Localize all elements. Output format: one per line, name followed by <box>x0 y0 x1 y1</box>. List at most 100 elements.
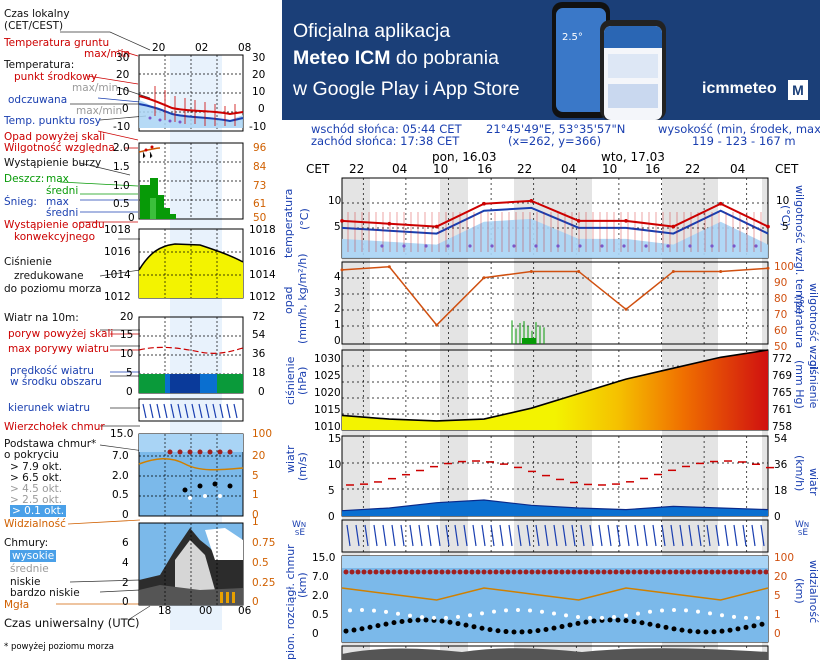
temp-point <box>672 225 676 229</box>
cloud-base-dot <box>344 629 349 634</box>
cloud-top-dot <box>536 570 541 575</box>
cloud-base-dot <box>664 625 669 630</box>
cloud-base-dot-white <box>660 609 664 613</box>
temp-tick: 5 <box>782 222 789 233</box>
temp-point <box>577 219 581 223</box>
cloud-top-dot <box>662 570 667 575</box>
cloud-top-dot <box>356 570 361 575</box>
legend-precip-tick-2: 1.5 <box>113 162 130 173</box>
legend-temp-rtick-1: 30 <box>252 53 265 64</box>
cloud-base-dot <box>416 618 421 623</box>
wind-dir-arrow <box>374 525 377 546</box>
cloud-base-dot-white <box>564 613 568 617</box>
cloud-base-dot <box>440 619 445 624</box>
cloud-top-dot <box>734 570 739 575</box>
cloud-top-dot <box>686 570 691 575</box>
banner-line3: w Google Play i App Store <box>293 78 520 101</box>
wind-right-label: wiatr <box>807 468 820 496</box>
cloud-top-dot <box>404 570 409 575</box>
legend-temp-tick-5: -10 <box>113 122 130 133</box>
cloud-top-dot <box>500 570 505 575</box>
wind-dir-arrow <box>743 525 746 546</box>
legend-hum-tick-1: 96 <box>253 143 266 154</box>
cloud-base-dot-white <box>396 612 400 616</box>
cloud-base-dot-white <box>480 611 484 615</box>
pressure-tick: 1020 <box>314 388 341 399</box>
legend-hum-tick-2: 84 <box>253 162 266 173</box>
cloud-base-dot <box>512 629 517 634</box>
cloud-bg-top <box>342 556 768 568</box>
wind-dir-arrow <box>635 525 638 546</box>
legend-pres-tick-2: 1016 <box>104 247 131 258</box>
cloud-base-dot <box>696 629 701 634</box>
cloud-base-dot-white <box>756 616 760 620</box>
legend-ccr-tick-5: 0 <box>252 597 259 608</box>
cloud-top-dot <box>728 570 733 575</box>
cloud-top-dot <box>392 570 397 575</box>
legend-dew-point: Temp. punktu rosy <box>4 115 101 127</box>
legend-cover-01: > 0.1 okt. <box>10 505 66 517</box>
legend-ccr-tick-1: 1 <box>252 517 259 528</box>
cloud-top-dot <box>656 570 661 575</box>
legend-pres-rtick-3: 1014 <box>249 270 276 281</box>
cloud-tick: 0 <box>312 629 319 640</box>
temp-tick-left: 5 <box>334 222 341 233</box>
cloud-base-dot-white <box>360 608 364 612</box>
legend-wind-rtick-1: 72 <box>252 312 265 323</box>
icmmeteo-logo: icmmeteo <box>702 80 777 98</box>
cloud-base-dot-white <box>444 616 448 620</box>
cloud-top-dot <box>428 570 433 575</box>
wind-tick: 10 <box>328 460 341 471</box>
cloud-top-dot <box>752 570 757 575</box>
legend-hum-tick-5: 50 <box>253 213 266 224</box>
wind-dir-arrow <box>617 525 620 546</box>
legend-temp-title: Temperatura: <box>4 59 74 71</box>
cloud-top-dot <box>422 570 427 575</box>
cloud-top-dot <box>458 570 463 575</box>
cloud-top-dot <box>488 570 493 575</box>
cloud-base-dot <box>544 627 549 632</box>
legend-precip-occurrence2: konwekcyjnego <box>14 231 95 243</box>
dew-point <box>600 244 603 247</box>
cloud-top-dot <box>740 570 745 575</box>
legend-temp-tick-1: 30 <box>116 53 129 64</box>
humidity-point <box>672 270 675 273</box>
legend-rain: Deszcz: <box>4 173 44 185</box>
app-download-banner[interactable]: Oficjalna aplikacja Meteo ICM do pobrani… <box>282 0 820 120</box>
legend-bottom-tick-1: 18 <box>158 606 171 617</box>
legend-ccr-tick-4: 0.25 <box>252 578 275 589</box>
cloud-base-dot <box>408 618 413 623</box>
legend-cc-tick-4: 0 <box>122 597 129 608</box>
cloud-base-dot <box>752 623 757 628</box>
cloud-base-dot-white <box>708 611 712 615</box>
cloud-top-dot <box>614 570 619 575</box>
legend-humidity: Wilgotność względna <box>4 142 115 154</box>
cloud-top-dot <box>596 570 601 575</box>
cloud-base-dot-white <box>348 608 352 612</box>
legend-precip-tick-1: 2.0 <box>113 143 130 154</box>
legend-vis-tick-2: 20 <box>252 451 265 462</box>
legend-ccr-tick-3: 0.5 <box>252 558 269 569</box>
legend-cc-tick-3: 2 <box>122 578 129 589</box>
banner-line2-rest: do pobrania <box>391 47 499 69</box>
legend-pressure-sub2: do poziomu morza <box>4 283 102 295</box>
legend-temp-rtick-5: -10 <box>249 122 266 133</box>
legend-pressure-title: Ciśnienie <box>4 256 52 268</box>
cloud-tick: 7.0 <box>312 572 329 583</box>
cloud-base-dot <box>496 628 501 633</box>
cloud-base-dot <box>488 627 493 632</box>
dew-point <box>666 244 669 247</box>
precip-tick: 1 <box>334 320 341 331</box>
precip-tick: 3 <box>334 288 341 299</box>
pressure-tick-right: 765 <box>772 388 792 399</box>
legend-bottom-tick-2: 00 <box>199 606 212 617</box>
wind-dir-arrow <box>734 525 737 546</box>
cloud-top-dot <box>584 570 589 575</box>
cloud-base-dot <box>744 625 749 630</box>
legend-cc-tick-2: 4 <box>122 558 129 569</box>
cloud-top-dot <box>560 570 565 575</box>
legend-pres-rtick-1: 1018 <box>249 225 276 236</box>
cloud-top-dot <box>368 570 373 575</box>
legend-wind-rtick-2: 54 <box>252 330 265 341</box>
cloud-top-dot <box>350 570 355 575</box>
